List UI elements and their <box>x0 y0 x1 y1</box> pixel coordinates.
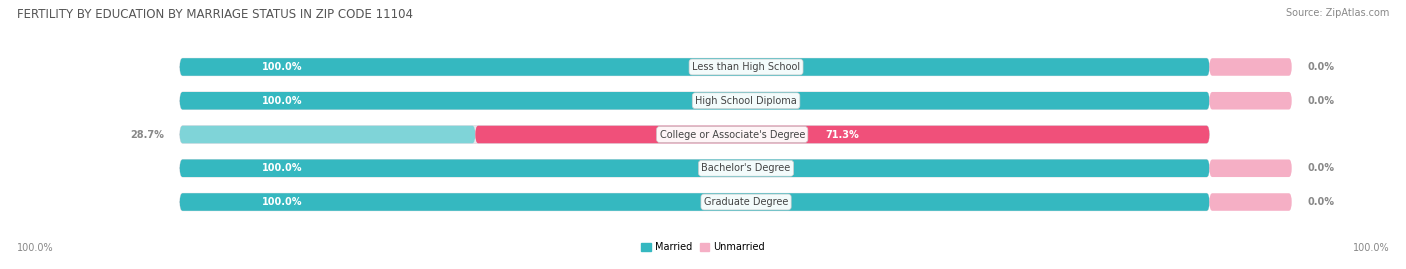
Text: 0.0%: 0.0% <box>1308 96 1334 106</box>
Text: Bachelor's Degree: Bachelor's Degree <box>702 163 790 173</box>
FancyBboxPatch shape <box>180 126 475 143</box>
Text: Less than High School: Less than High School <box>692 62 800 72</box>
Text: 0.0%: 0.0% <box>1308 197 1334 207</box>
Text: 100.0%: 100.0% <box>262 96 302 106</box>
FancyBboxPatch shape <box>1209 58 1292 76</box>
Text: FERTILITY BY EDUCATION BY MARRIAGE STATUS IN ZIP CODE 11104: FERTILITY BY EDUCATION BY MARRIAGE STATU… <box>17 8 413 21</box>
FancyBboxPatch shape <box>180 92 1209 109</box>
Text: 71.3%: 71.3% <box>825 129 859 140</box>
Text: 100.0%: 100.0% <box>1353 243 1389 253</box>
FancyBboxPatch shape <box>180 126 1209 143</box>
FancyBboxPatch shape <box>180 160 1209 177</box>
FancyBboxPatch shape <box>180 193 1209 211</box>
FancyBboxPatch shape <box>180 58 1209 76</box>
Text: Source: ZipAtlas.com: Source: ZipAtlas.com <box>1285 8 1389 18</box>
Text: 0.0%: 0.0% <box>1308 163 1334 173</box>
FancyBboxPatch shape <box>1209 193 1292 211</box>
FancyBboxPatch shape <box>180 193 1209 211</box>
FancyBboxPatch shape <box>1209 92 1292 109</box>
FancyBboxPatch shape <box>475 126 1209 143</box>
Text: 0.0%: 0.0% <box>1308 62 1334 72</box>
Text: 28.7%: 28.7% <box>131 129 165 140</box>
Text: Graduate Degree: Graduate Degree <box>704 197 789 207</box>
Text: 100.0%: 100.0% <box>262 197 302 207</box>
Text: 100.0%: 100.0% <box>17 243 53 253</box>
Text: 100.0%: 100.0% <box>262 62 302 72</box>
Legend: Married, Unmarried: Married, Unmarried <box>637 238 769 256</box>
FancyBboxPatch shape <box>180 92 1209 109</box>
FancyBboxPatch shape <box>180 58 1209 76</box>
Text: High School Diploma: High School Diploma <box>695 96 797 106</box>
FancyBboxPatch shape <box>1209 160 1292 177</box>
Text: College or Associate's Degree: College or Associate's Degree <box>659 129 804 140</box>
FancyBboxPatch shape <box>180 160 1209 177</box>
Text: 100.0%: 100.0% <box>262 163 302 173</box>
